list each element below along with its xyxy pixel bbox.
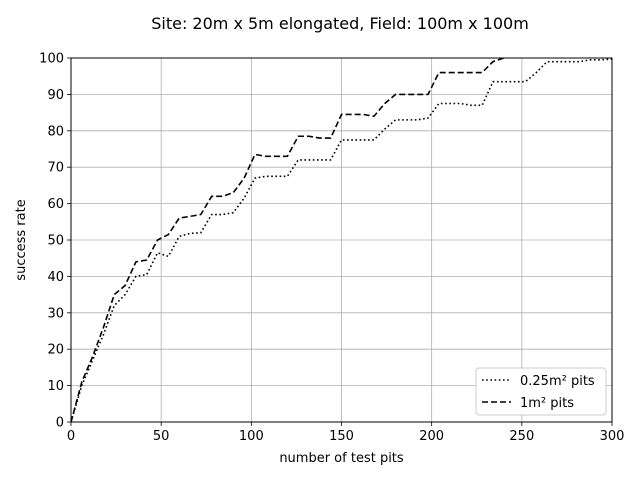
x-tick-label: 200 (419, 429, 444, 444)
y-tick-label: 90 (47, 88, 64, 103)
y-tick-label: 30 (47, 306, 64, 321)
series-layer (70, 57, 613, 423)
y-tick-label: 100 (39, 52, 64, 67)
axes: 0 50 100 150 200 250 300 0 10 20 30 40 50 60 70 80 90 100 (39, 52, 624, 445)
legend-label-0: 0.25m² pits (520, 374, 595, 389)
y-tick-label: 40 (47, 270, 64, 285)
legend-label-1: 1m² pits (520, 396, 574, 411)
x-tick-label: 0 (67, 429, 75, 444)
y-tick-label: 0 (56, 416, 64, 431)
x-tick-label: 300 (600, 429, 625, 444)
x-tick-label: 50 (153, 429, 170, 444)
x-tick-label: 100 (239, 429, 264, 444)
y-tick-label: 50 (47, 234, 64, 249)
legend: 0.25m² pits 1m² pits (475, 367, 607, 416)
y-tick-label: 70 (47, 161, 64, 176)
y-tick-label: 20 (47, 343, 64, 358)
y-tick-label: 60 (47, 197, 64, 212)
x-axis-label: number of test pits (279, 451, 404, 466)
x-tick-label: 250 (509, 429, 534, 444)
y-tick-label: 80 (47, 124, 64, 139)
x-tick-label: 150 (329, 429, 354, 444)
series-line-1 (70, 57, 505, 423)
chart-title: Site: 20m x 5m elongated, Field: 100m x … (151, 14, 529, 33)
y-axis-label: success rate (14, 199, 29, 280)
y-tick-label: 10 (47, 379, 64, 394)
